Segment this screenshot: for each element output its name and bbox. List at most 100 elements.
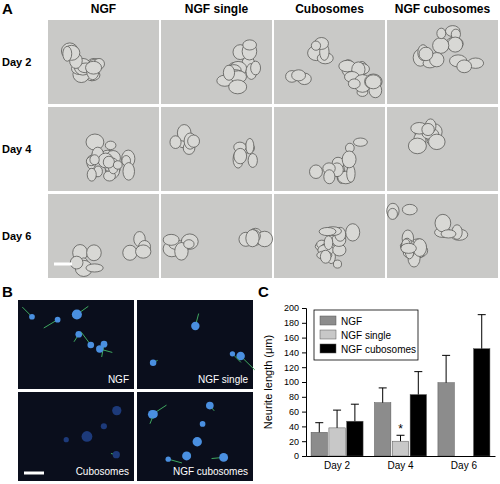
micrograph bbox=[387, 20, 498, 104]
cell bbox=[457, 60, 472, 73]
tick-label: 0 bbox=[294, 451, 299, 461]
cell bbox=[87, 245, 102, 261]
image-background bbox=[387, 194, 498, 278]
image-label: NGF bbox=[108, 374, 129, 385]
micrograph bbox=[48, 20, 159, 104]
column-header: NGF single bbox=[185, 2, 249, 16]
tick: 120 bbox=[284, 363, 306, 373]
nucleus bbox=[150, 359, 157, 366]
tick-label: 200 bbox=[284, 303, 299, 313]
legend-item: NGF bbox=[320, 316, 362, 327]
cell bbox=[311, 41, 320, 50]
fluorescence-image: NGF cubosomes bbox=[137, 392, 253, 481]
tick-mark bbox=[302, 441, 306, 442]
cell bbox=[105, 141, 116, 149]
tick-label: 60 bbox=[289, 407, 299, 417]
bar bbox=[347, 421, 363, 456]
cell bbox=[86, 61, 102, 74]
micrograph bbox=[48, 107, 159, 191]
micrograph bbox=[274, 107, 385, 191]
series bbox=[329, 410, 409, 456]
nucleus bbox=[193, 437, 202, 446]
cell bbox=[348, 79, 360, 89]
legend-swatch bbox=[320, 344, 336, 353]
scale-bar bbox=[54, 263, 72, 266]
image-background bbox=[274, 20, 385, 104]
nucleus bbox=[82, 431, 93, 442]
tick-label: 20 bbox=[289, 437, 299, 447]
tick: 200 bbox=[284, 303, 306, 313]
legend-box bbox=[314, 310, 418, 360]
cell bbox=[441, 230, 456, 238]
cell bbox=[408, 138, 426, 154]
image-background bbox=[387, 107, 498, 191]
tick-mark bbox=[302, 456, 306, 457]
cell bbox=[388, 208, 398, 219]
micrograph bbox=[274, 20, 385, 104]
legend-swatch bbox=[320, 330, 336, 339]
row-header: Day 4 bbox=[2, 143, 32, 155]
cell bbox=[292, 70, 306, 81]
error-bar bbox=[446, 355, 447, 382]
series bbox=[311, 355, 454, 456]
tick-label: 80 bbox=[289, 392, 299, 402]
cell bbox=[435, 214, 451, 232]
cell bbox=[402, 204, 417, 214]
legend-label: NGF single bbox=[341, 330, 391, 341]
cell bbox=[103, 156, 114, 168]
bar bbox=[329, 428, 345, 456]
bar bbox=[474, 349, 490, 456]
panel-label: C bbox=[258, 283, 269, 300]
image-background bbox=[48, 20, 159, 104]
row-header: Day 6 bbox=[2, 230, 31, 242]
cell bbox=[319, 227, 336, 235]
nucleus bbox=[191, 322, 199, 330]
cell bbox=[223, 65, 234, 80]
error-cap bbox=[315, 422, 323, 423]
image-background bbox=[274, 107, 385, 191]
cell bbox=[248, 153, 257, 167]
cell bbox=[429, 134, 446, 149]
tick: 160 bbox=[284, 333, 306, 343]
scale-bar bbox=[24, 472, 44, 475]
tick-mark bbox=[302, 352, 306, 353]
micrograph bbox=[161, 194, 273, 278]
tick-label: Day 6 bbox=[451, 460, 478, 471]
legend-item: NGF cubosomes bbox=[320, 344, 416, 355]
y-axis: 020406080100120140160180200 bbox=[284, 303, 307, 461]
cell bbox=[437, 28, 446, 38]
image-background bbox=[387, 20, 498, 104]
image-label: NGF cubosomes bbox=[173, 466, 248, 477]
tick-mark bbox=[302, 397, 306, 398]
tick-mark bbox=[302, 338, 306, 339]
background bbox=[0, 0, 500, 484]
tick: 180 bbox=[284, 318, 306, 328]
cell bbox=[87, 168, 96, 181]
error-cap bbox=[478, 314, 486, 315]
nucleus bbox=[101, 423, 107, 429]
tick-mark bbox=[302, 426, 306, 427]
error-bar bbox=[354, 404, 355, 421]
cell bbox=[63, 45, 79, 60]
tick: Day 4 bbox=[387, 456, 414, 471]
micrograph bbox=[274, 194, 385, 278]
image-background bbox=[137, 300, 253, 389]
cell bbox=[86, 264, 103, 272]
fluorescence-image: NGF bbox=[18, 300, 134, 389]
nucleus bbox=[64, 437, 69, 442]
micrograph bbox=[48, 194, 159, 278]
error-cap bbox=[414, 371, 422, 372]
tick: 40 bbox=[289, 422, 306, 432]
cell bbox=[234, 148, 247, 163]
tick: 60 bbox=[289, 407, 306, 417]
image-background bbox=[48, 194, 159, 278]
cell bbox=[136, 245, 151, 258]
panel-label: A bbox=[2, 0, 13, 17]
image-background bbox=[48, 107, 159, 191]
error-bar bbox=[481, 315, 482, 349]
error-bar bbox=[319, 423, 320, 433]
image-background bbox=[161, 107, 272, 191]
bar bbox=[438, 383, 454, 456]
tick: 100 bbox=[284, 377, 306, 387]
bar bbox=[374, 403, 390, 456]
